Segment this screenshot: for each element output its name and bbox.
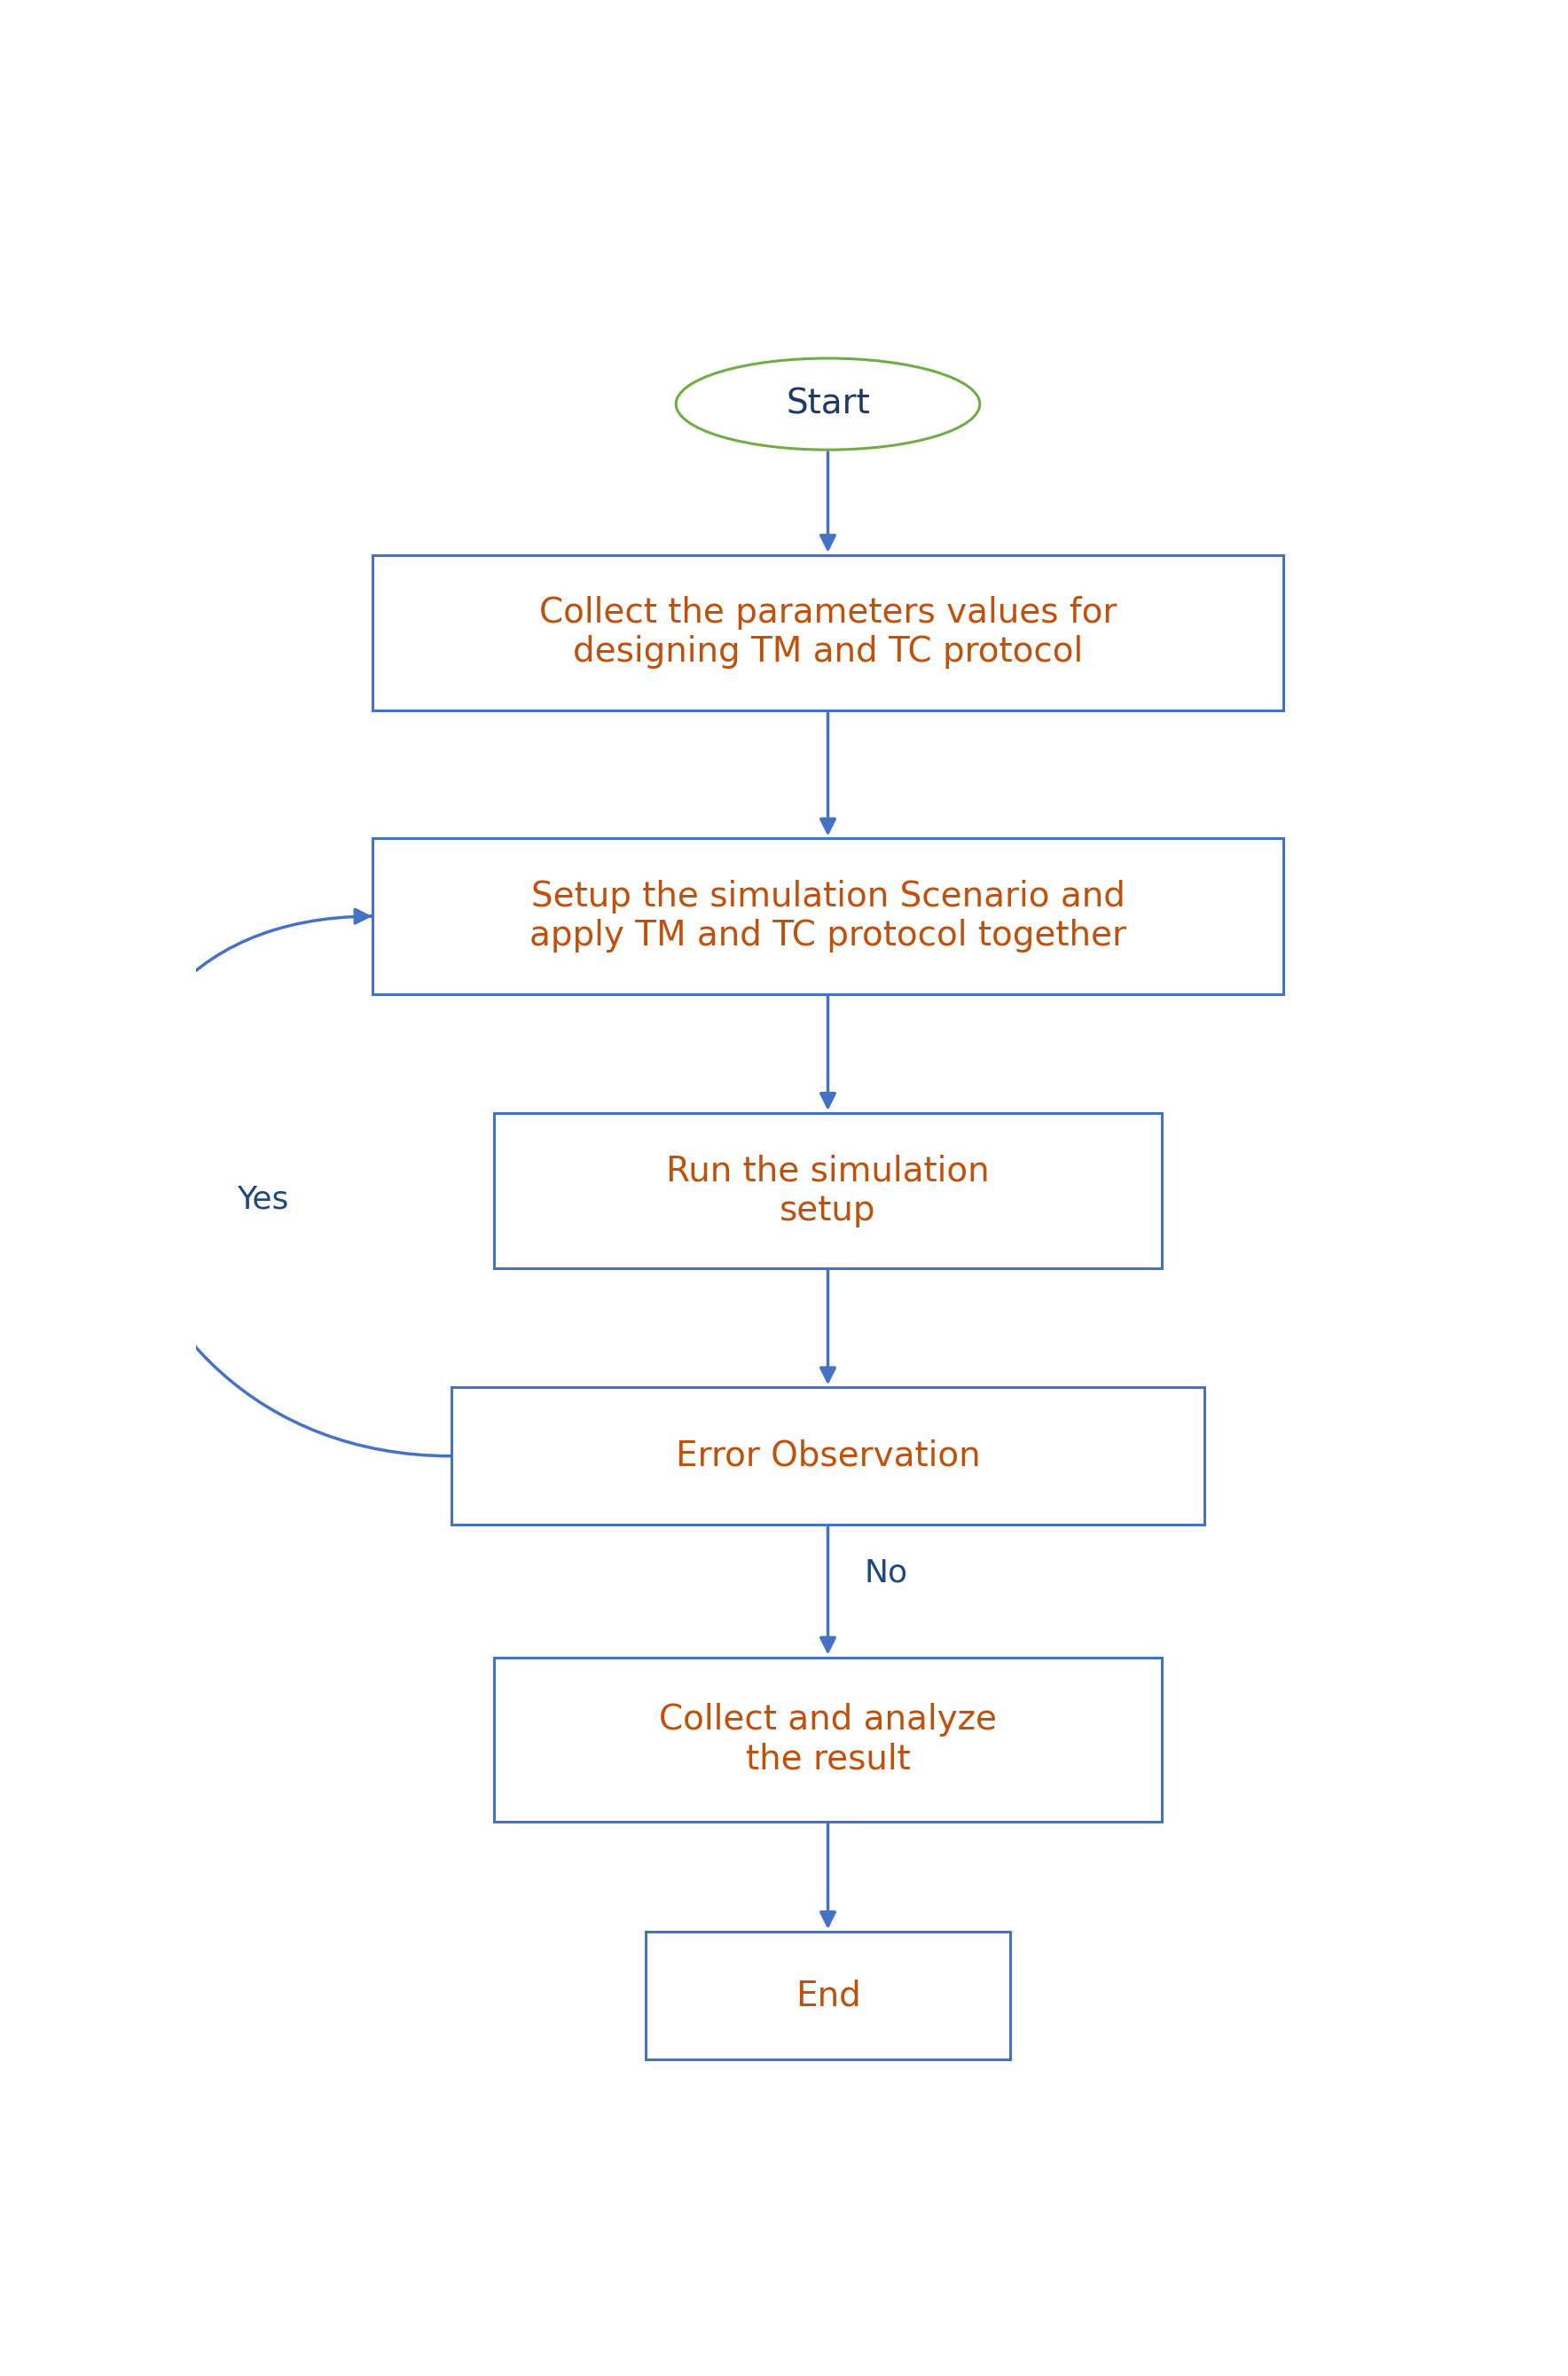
FancyBboxPatch shape [494, 1658, 1162, 1822]
Ellipse shape [676, 359, 980, 449]
Text: Setup the simulation Scenario and
apply TM and TC protocol together: Setup the simulation Scenario and apply … [530, 879, 1126, 953]
Text: Start: Start [786, 387, 870, 421]
Text: Run the simulation
setup: Run the simulation setup [666, 1155, 989, 1226]
FancyBboxPatch shape [372, 556, 1284, 710]
Text: Yes: Yes [237, 1186, 289, 1214]
Text: Error Observation: Error Observation [676, 1440, 980, 1473]
Text: End: End [795, 1979, 861, 2012]
FancyBboxPatch shape [372, 839, 1284, 993]
Text: Collect and analyze
the result: Collect and analyze the result [659, 1704, 997, 1775]
Text: Collect the parameters values for
designing TM and TC protocol: Collect the parameters values for design… [539, 596, 1116, 670]
FancyBboxPatch shape [646, 1932, 1010, 2060]
FancyBboxPatch shape [452, 1388, 1204, 1525]
Text: No: No [864, 1559, 908, 1587]
FancyBboxPatch shape [494, 1112, 1162, 1269]
